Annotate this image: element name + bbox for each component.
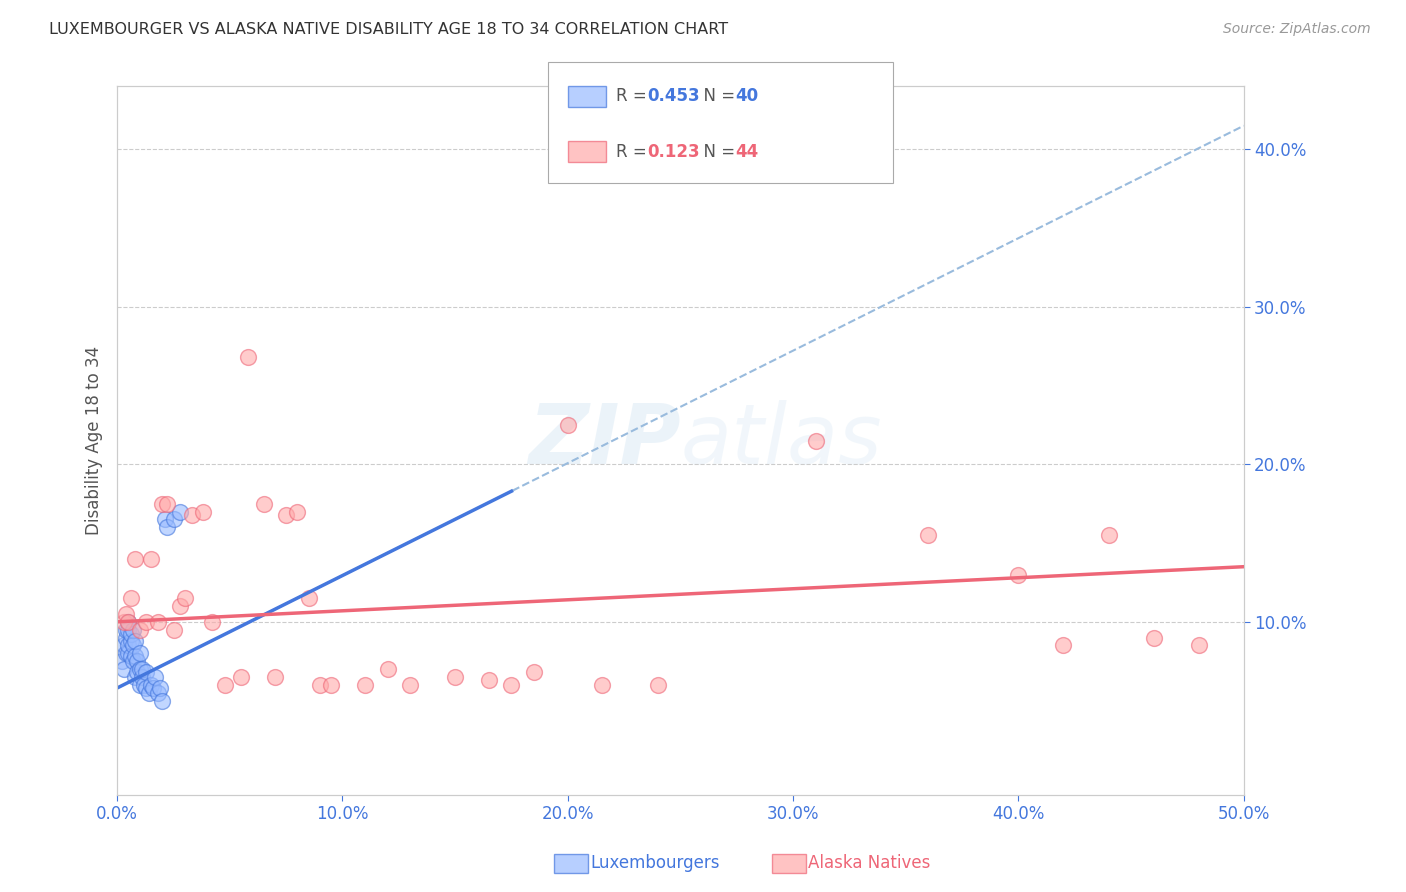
Point: [162, 512, 184, 526]
Point: [523, 665, 546, 680]
Point: [156, 520, 179, 534]
Point: [117, 639, 139, 653]
Point: [115, 631, 138, 645]
Point: [128, 646, 150, 660]
Point: [131, 662, 153, 676]
Point: [150, 693, 173, 707]
Point: [804, 434, 827, 448]
Point: [276, 508, 298, 522]
Point: [145, 670, 167, 684]
Point: [117, 646, 139, 660]
Text: N =: N =: [693, 87, 741, 105]
Text: ZIP: ZIP: [527, 401, 681, 481]
Point: [1007, 567, 1029, 582]
Point: [309, 678, 332, 692]
Point: [591, 678, 613, 692]
Point: [146, 686, 169, 700]
Point: [127, 654, 149, 668]
Point: [124, 551, 146, 566]
Text: R =: R =: [616, 87, 652, 105]
Point: [214, 678, 236, 692]
Text: N =: N =: [693, 143, 741, 161]
Point: [142, 681, 165, 695]
Text: Alaska Natives: Alaska Natives: [808, 855, 931, 872]
Point: [1097, 528, 1119, 542]
Point: [122, 654, 145, 668]
Point: [122, 623, 145, 637]
Point: [120, 649, 142, 664]
Point: [117, 615, 139, 629]
Point: [128, 662, 150, 676]
Point: [117, 615, 139, 629]
Point: [115, 623, 138, 637]
Text: Source: ZipAtlas.com: Source: ZipAtlas.com: [1223, 22, 1371, 37]
Point: [253, 497, 276, 511]
Point: [153, 512, 176, 526]
Point: [236, 350, 259, 364]
Point: [120, 591, 142, 606]
Point: [173, 591, 195, 606]
Point: [149, 681, 172, 695]
Point: [354, 678, 377, 692]
Text: LUXEMBOURGER VS ALASKA NATIVE DISABILITY AGE 18 TO 34 CORRELATION CHART: LUXEMBOURGER VS ALASKA NATIVE DISABILITY…: [49, 22, 728, 37]
Point: [128, 678, 150, 692]
Point: [120, 627, 142, 641]
Point: [115, 646, 138, 660]
Point: [647, 678, 669, 692]
Point: [191, 505, 214, 519]
Point: [120, 633, 142, 648]
Point: [180, 508, 202, 522]
Point: [557, 417, 579, 432]
Point: [127, 665, 149, 680]
Point: [128, 623, 150, 637]
Text: 40: 40: [735, 87, 758, 105]
Point: [124, 633, 146, 648]
Point: [115, 607, 138, 621]
Text: 0.123: 0.123: [647, 143, 699, 161]
Point: [139, 678, 162, 692]
Point: [377, 662, 399, 676]
Text: 0.453: 0.453: [647, 87, 699, 105]
Point: [111, 654, 134, 668]
Point: [229, 670, 252, 684]
Point: [169, 505, 191, 519]
Text: Luxembourgers: Luxembourgers: [591, 855, 720, 872]
Y-axis label: Disability Age 18 to 34: Disability Age 18 to 34: [86, 346, 103, 535]
Point: [124, 670, 146, 684]
Point: [1142, 631, 1164, 645]
Point: [501, 678, 523, 692]
Point: [478, 673, 501, 687]
Text: 44: 44: [735, 143, 759, 161]
Point: [1188, 639, 1211, 653]
Point: [112, 639, 135, 653]
Point: [134, 678, 156, 692]
Point: [135, 615, 157, 629]
Point: [287, 505, 309, 519]
Point: [117, 623, 139, 637]
Text: R =: R =: [616, 143, 652, 161]
Point: [138, 686, 160, 700]
Point: [156, 497, 179, 511]
Point: [139, 551, 162, 566]
Point: [112, 662, 135, 676]
Point: [135, 665, 157, 680]
Point: [162, 623, 184, 637]
Point: [122, 639, 145, 653]
Point: [131, 670, 153, 684]
Point: [917, 528, 939, 542]
Point: [444, 670, 467, 684]
Point: [399, 678, 422, 692]
Point: [298, 591, 321, 606]
Text: atlas: atlas: [681, 401, 882, 481]
Point: [150, 497, 173, 511]
Point: [1052, 639, 1074, 653]
Point: [135, 681, 157, 695]
Point: [146, 615, 169, 629]
Point: [201, 615, 224, 629]
Point: [264, 670, 287, 684]
Point: [321, 678, 343, 692]
Point: [169, 599, 191, 613]
Point: [124, 649, 146, 664]
Point: [112, 615, 135, 629]
